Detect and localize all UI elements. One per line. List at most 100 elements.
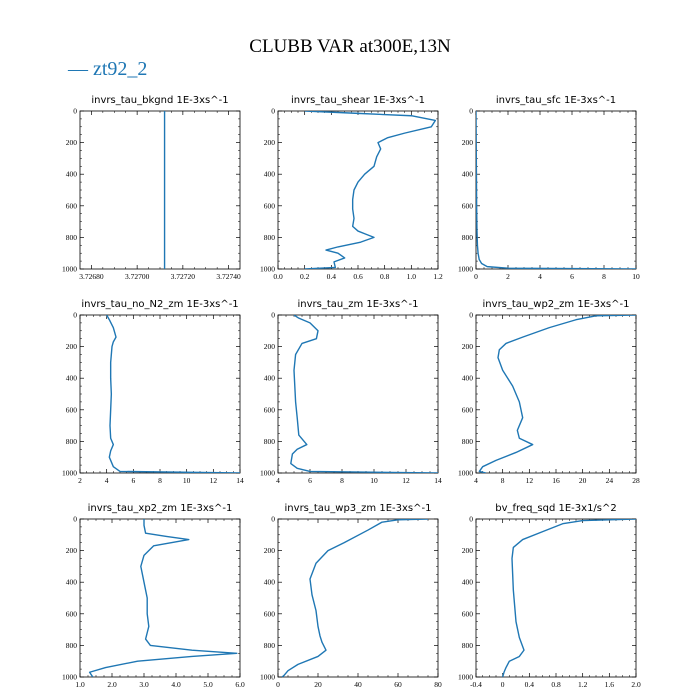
- panel-title: invrs_tau_sfc 1E-3xs^-1: [496, 95, 616, 106]
- x-tick-label: 4: [276, 476, 280, 485]
- panel-3: invrs_tau_sfc 1E-3xs^-1 0 200 400 600 800 1000…: [458, 95, 640, 281]
- series-line: [290, 315, 438, 473]
- y-tick-label: 1000: [260, 265, 275, 274]
- y-tick-label: 600: [462, 609, 474, 618]
- plot-frame: [277, 314, 439, 474]
- y-tick-label: 600: [462, 405, 474, 414]
- series-line: [478, 315, 636, 473]
- panel-4: invrs_tau_no_N2_zm 1E-3xs^-1 0 200 400 600 80…: [62, 299, 244, 485]
- x-tick-label: 8: [340, 476, 344, 485]
- y-tick-label: 600: [264, 609, 276, 618]
- y-tick-label: 0: [469, 515, 473, 524]
- y-tick-label: 200: [462, 546, 474, 555]
- x-tick-label: 2.0: [631, 680, 641, 689]
- y-tick-label: 200: [264, 342, 276, 351]
- legend-line-marker: —: [68, 58, 88, 80]
- x-tick-label: 1.0: [75, 680, 85, 689]
- x-tick-label: 12: [210, 476, 218, 485]
- panel-title: invrs_tau_no_N2_zm 1E-3xs^-1: [81, 299, 238, 310]
- x-tick-label: 0.8: [380, 272, 390, 281]
- x-tick-label: 6.0: [235, 680, 245, 689]
- y-tick-label: 0: [271, 107, 275, 116]
- x-tick-label: 20: [579, 476, 587, 485]
- series-line: [476, 111, 636, 269]
- panel-title: invrs_tau_shear 1E-3xs^-1: [291, 95, 425, 106]
- panel-6: invrs_tau_wp2_zm 1E-3xs^-1 0 200 400 600 800 1…: [458, 299, 640, 485]
- x-tick-label: 28: [632, 476, 640, 485]
- panel-title: invrs_tau_wp3_zm 1E-3xs^-1: [285, 503, 432, 514]
- plot-frame: [277, 110, 439, 270]
- plot-frame: [475, 110, 637, 270]
- y-tick-label: 200: [462, 138, 474, 147]
- y-tick-label: 800: [462, 641, 474, 650]
- y-tick-label: 600: [264, 405, 276, 414]
- plot-frame: [79, 110, 241, 270]
- x-tick-label: 8: [501, 476, 505, 485]
- x-tick-label: 1.6: [605, 680, 615, 689]
- panel-7: invrs_tau_xp2_zm 1E-3xs^-1 0 200 400 600 800 1…: [62, 503, 245, 689]
- x-tick-label: -0.4: [470, 680, 482, 689]
- x-tick-label: 8: [602, 272, 606, 281]
- x-tick-label: 8: [158, 476, 162, 485]
- y-tick-label: 800: [264, 233, 276, 242]
- x-tick-label: 4: [538, 272, 542, 281]
- y-tick-label: 800: [462, 233, 474, 242]
- y-tick-label: 200: [264, 138, 276, 147]
- panel-5: invrs_tau_zm 1E-3xs^-1 0 200 400 600 800 10004…: [260, 299, 442, 485]
- x-tick-label: 2.0: [107, 680, 117, 689]
- y-tick-label: 400: [264, 170, 276, 179]
- x-tick-label: 0: [276, 680, 280, 689]
- x-tick-label: 0.2: [300, 272, 310, 281]
- plot-frame: [475, 314, 637, 474]
- y-tick-label: 600: [66, 405, 78, 414]
- y-tick-label: 800: [66, 437, 78, 446]
- x-tick-label: 0: [501, 680, 505, 689]
- series-line: [501, 519, 636, 677]
- y-tick-label: 0: [73, 107, 77, 116]
- x-tick-label: 12: [526, 476, 534, 485]
- y-tick-label: 800: [264, 437, 276, 446]
- panel-2: invrs_tau_shear 1E-3xs^-1 0 200 400 600 800 10…: [260, 95, 443, 281]
- x-tick-label: 6: [308, 476, 312, 485]
- x-tick-label: 2: [506, 272, 510, 281]
- x-tick-label: 3.72700: [125, 272, 150, 281]
- series-line: [281, 519, 429, 677]
- y-tick-label: 1000: [458, 265, 473, 274]
- y-tick-label: 0: [73, 311, 77, 320]
- y-tick-label: 800: [462, 437, 474, 446]
- x-tick-label: 2: [78, 476, 82, 485]
- y-tick-label: 400: [462, 170, 474, 179]
- y-tick-label: 400: [264, 578, 276, 587]
- x-tick-label: 20: [314, 680, 322, 689]
- panel-1: invrs_tau_bkgnd 1E-3xs^-1 0 200 400 600 800 10…: [62, 95, 241, 281]
- y-tick-label: 0: [73, 515, 77, 524]
- x-tick-label: 60: [394, 680, 402, 689]
- y-tick-label: 0: [271, 515, 275, 524]
- x-tick-label: 4: [474, 476, 478, 485]
- x-tick-label: 0.4: [327, 272, 337, 281]
- y-tick-label: 400: [264, 374, 276, 383]
- series-line: [88, 519, 238, 677]
- panel-8: invrs_tau_wp3_zm 1E-3xs^-102004006008001…: [260, 503, 442, 689]
- x-tick-label: 6: [131, 476, 135, 485]
- plot-frame: [79, 518, 241, 678]
- plot-frame: [277, 518, 439, 678]
- y-tick-label: 1000: [458, 673, 473, 682]
- x-tick-label: 1.2: [578, 680, 588, 689]
- y-tick-label: 1000: [458, 469, 473, 478]
- x-tick-label: 6: [570, 272, 574, 281]
- legend-label: zt92_2: [93, 58, 148, 80]
- y-tick-label: 0: [271, 311, 275, 320]
- y-tick-label: 200: [462, 342, 474, 351]
- x-tick-label: 4: [105, 476, 109, 485]
- x-tick-label: 3.0: [139, 680, 149, 689]
- panel-title: invrs_tau_xp2_zm 1E-3xs^-1: [88, 503, 233, 514]
- x-tick-label: 3.72740: [216, 272, 241, 281]
- x-tick-label: 5.0: [203, 680, 213, 689]
- x-tick-label: 14: [236, 476, 244, 485]
- y-tick-label: 1000: [260, 673, 275, 682]
- x-tick-label: 24: [606, 476, 614, 485]
- x-tick-label: 0.8: [551, 680, 561, 689]
- y-tick-label: 400: [66, 374, 78, 383]
- y-tick-label: 200: [66, 546, 78, 555]
